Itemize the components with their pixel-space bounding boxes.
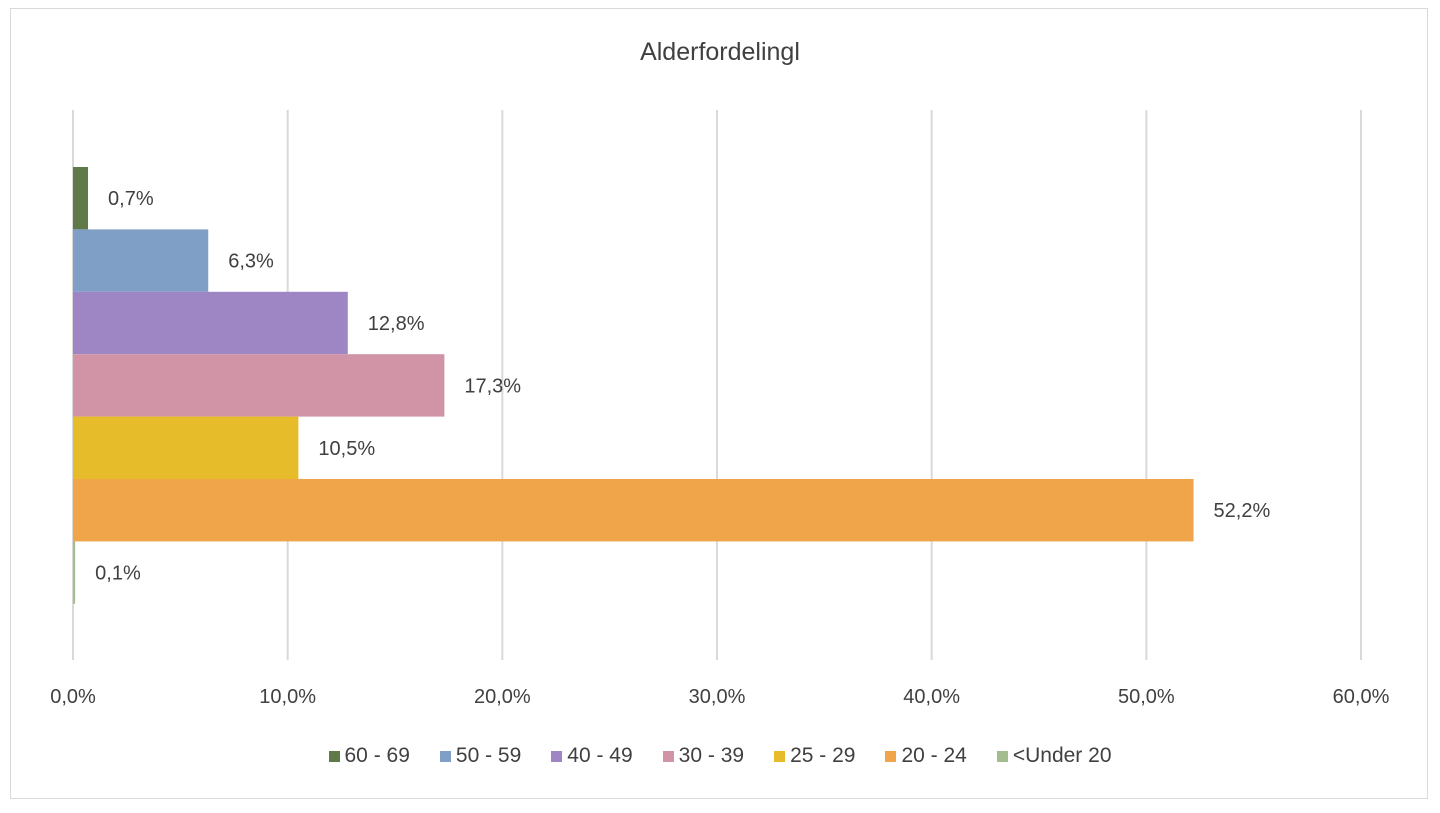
legend-swatch	[328, 750, 340, 762]
bar-40-49	[73, 291, 348, 355]
x-tick-label: 60,0%	[1333, 686, 1390, 708]
legend-label: 40 - 49	[567, 744, 633, 767]
legend-swatch	[439, 750, 451, 762]
data-label: 52,2%	[1214, 500, 1271, 522]
x-tick-label: 10,0%	[259, 686, 316, 708]
data-label: 17,3%	[464, 375, 521, 397]
legend-item: 30 - 39	[662, 744, 745, 768]
legend-swatch	[996, 750, 1008, 762]
x-tick-label: 30,0%	[689, 686, 746, 708]
legend-swatch	[662, 750, 674, 762]
bar-25-29	[73, 416, 299, 479]
legend-swatch	[885, 750, 897, 762]
data-label: 10,5%	[318, 438, 375, 460]
bar-60-69	[73, 167, 89, 230]
legend-item: 60 - 69	[328, 744, 410, 768]
legend-label: <Under 20	[1012, 744, 1112, 767]
x-tick-label: 20,0%	[474, 686, 531, 708]
bar-20-24	[73, 479, 1194, 542]
x-tick-label: 40,0%	[903, 686, 960, 708]
bar-30-39	[73, 354, 445, 417]
legend-item: 25 - 29	[774, 744, 855, 768]
legend-label: 30 - 39	[678, 744, 745, 767]
legend-label: 60 - 69	[344, 744, 410, 767]
legend-label: 20 - 24	[901, 744, 967, 767]
bar--under-20	[73, 541, 76, 604]
legend-item: 40 - 49	[551, 744, 633, 768]
data-label: 0,1%	[95, 563, 141, 585]
chart-title: Alderfordelingl	[640, 38, 800, 66]
legend: 60 - 69 50 - 59 40 - 49 30 - 39 25 - 29 20 - …	[0, 744, 1440, 768]
x-tick-label: 50,0%	[1118, 686, 1175, 708]
chart-frame	[10, 8, 1428, 799]
bar-50-59	[73, 229, 209, 292]
data-label: 6,3%	[228, 251, 274, 273]
legend-label: 50 - 59	[455, 744, 522, 767]
data-label: 0,7%	[108, 188, 154, 210]
x-tick-label: 0,0%	[50, 686, 96, 708]
legend-item: <Under 20	[996, 744, 1112, 768]
legend-swatch	[774, 750, 786, 762]
legend-item: 50 - 59	[439, 744, 522, 768]
legend-item: 20 - 24	[885, 744, 967, 768]
data-label: 12,8%	[368, 313, 425, 335]
legend-swatch	[551, 750, 563, 762]
legend-label: 25 - 29	[790, 744, 856, 767]
